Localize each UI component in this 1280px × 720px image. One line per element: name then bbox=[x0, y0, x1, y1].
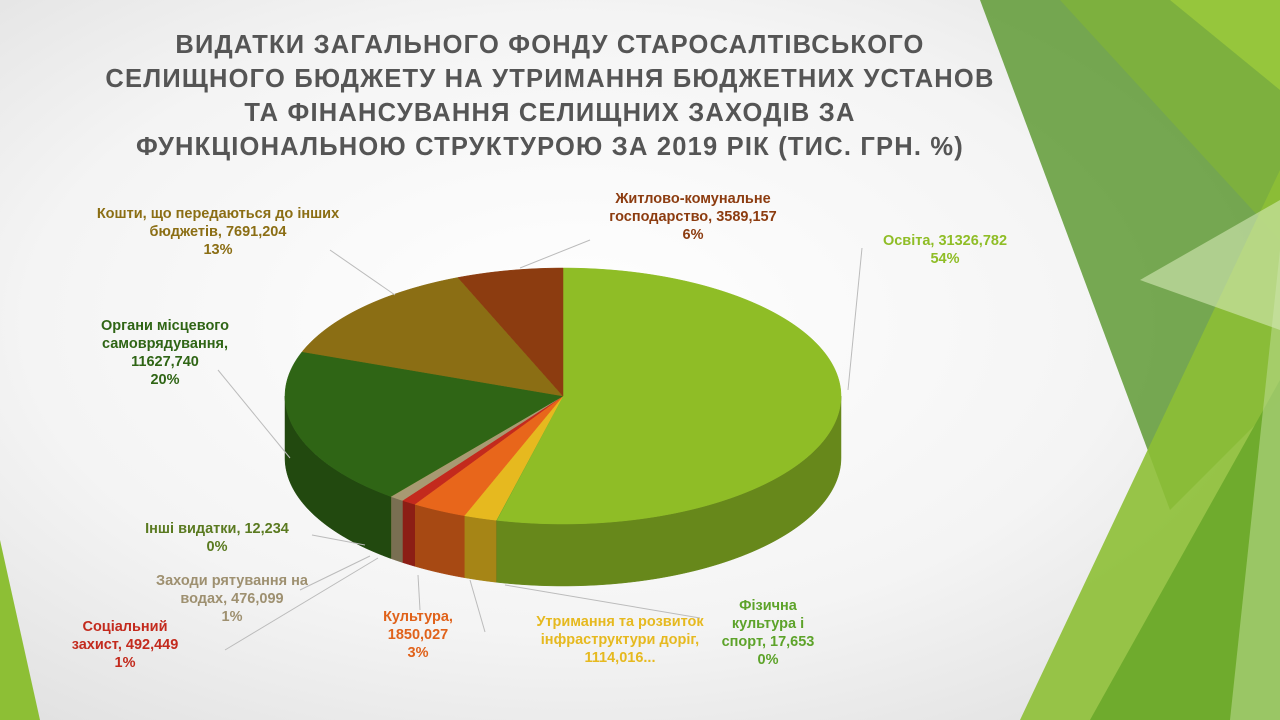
data-label-text: Житлово-комунальне господарство, 3589,15… bbox=[609, 191, 777, 225]
data-label: Кошти, що передаються до інших бюджетів,… bbox=[88, 205, 348, 259]
pie-slice bbox=[414, 395, 564, 516]
data-label-text: Освіта, 31326,782 bbox=[882, 233, 1008, 249]
pie-slice-side bbox=[464, 515, 497, 583]
data-label: Органи місцевого самоврядування, 11627,7… bbox=[78, 317, 253, 389]
pie-slice-side bbox=[402, 500, 415, 567]
percent-label: 0% bbox=[757, 652, 779, 668]
pie-slice-side bbox=[414, 503, 465, 578]
leader-line bbox=[299, 555, 371, 591]
data-label: Інші видатки, 12,234 0% bbox=[112, 520, 322, 556]
data-label-text: Органи місцевого самоврядування, 11627,7… bbox=[100, 318, 230, 370]
leader-line bbox=[417, 574, 421, 611]
pie-slice bbox=[301, 277, 564, 397]
data-label-text: Заходи рятування на водах, 476,099 bbox=[156, 573, 308, 607]
chart-title: ВИДАТКИ ЗАГАЛЬНОГО ФОНДУ СТАРОСАЛТІВСЬКО… bbox=[105, 31, 995, 161]
data-label-text: Утримання та розвиток інфраструктури дор… bbox=[536, 614, 704, 666]
leader-line bbox=[519, 239, 591, 269]
percent-label: 1% bbox=[221, 609, 243, 625]
percent-label: 1% bbox=[114, 655, 136, 671]
pie-slice bbox=[463, 395, 564, 521]
data-label: Культура, 1850,027 3% bbox=[368, 608, 468, 662]
leader-line bbox=[311, 534, 366, 546]
percent-label: 54% bbox=[930, 251, 960, 267]
pie-slice bbox=[457, 267, 564, 397]
percent-label: 0% bbox=[206, 539, 228, 555]
leader-line bbox=[504, 584, 701, 619]
data-label-text: Кошти, що передаються до інших бюджетів,… bbox=[96, 206, 340, 240]
data-label-text: Фізична культура і спорт, 17,653 bbox=[721, 598, 815, 650]
pie-slice-side bbox=[390, 496, 403, 563]
data-label-text: Культура, 1850,027 bbox=[383, 609, 453, 643]
data-label: Фізична культура і спорт, 17,653 0% bbox=[708, 597, 828, 669]
data-label: Заходи рятування на водах, 476,099 1% bbox=[137, 572, 327, 626]
data-label-text: Інші видатки, 12,234 bbox=[145, 521, 289, 537]
percent-label: 3% bbox=[407, 645, 429, 661]
data-label: Утримання та розвиток інфраструктури дор… bbox=[518, 613, 723, 667]
percent-label: 13% bbox=[203, 242, 233, 258]
data-label-text: Соціальний захист, 492,449 bbox=[71, 619, 179, 653]
data-label: Житлово-комунальне господарство, 3589,15… bbox=[578, 190, 808, 244]
leader-line bbox=[217, 369, 291, 459]
leader-line bbox=[224, 557, 379, 651]
data-label: Соціальний захист, 492,449 1% bbox=[68, 618, 183, 672]
percent-label: 20% bbox=[150, 372, 180, 388]
leader-line bbox=[329, 249, 396, 296]
pie-slice bbox=[496, 267, 842, 525]
pie-slice bbox=[284, 351, 564, 497]
leader-line bbox=[469, 579, 486, 633]
data-label: Освіта, 31326,782 54% bbox=[850, 232, 1040, 268]
leader-line bbox=[847, 247, 863, 391]
percent-label: 6% bbox=[682, 227, 704, 243]
